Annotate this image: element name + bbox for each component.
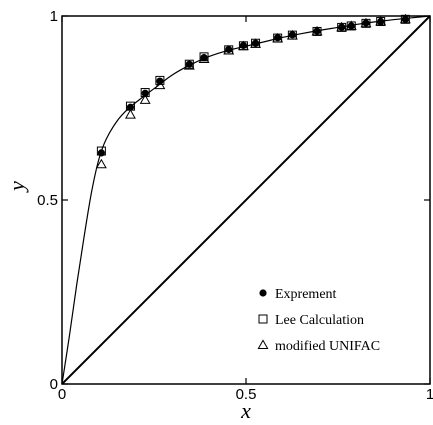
open-triangle-point-3 (154, 79, 166, 90)
y-tick-label-2: 1 (50, 8, 58, 25)
filled-circle-point-4 (185, 60, 193, 68)
x-tick-label-0: 0 (58, 386, 66, 403)
legend-marker-exprement (259, 289, 267, 297)
x-tick-label-1: 0.5 (236, 386, 257, 403)
open-triangle-point-0 (95, 158, 107, 169)
filled-circle-point-5 (200, 53, 208, 62)
filled-circle-point-1 (126, 103, 135, 111)
filled-circle-point-2 (141, 89, 149, 97)
filled-circle-point-7 (239, 41, 248, 50)
filled-circle-point-0 (97, 149, 105, 157)
y-axis-title: y (4, 181, 29, 193)
filled-circle-point-16 (401, 15, 409, 23)
legend-item-modified-unifac: modified UNIFAC (257, 339, 380, 354)
filled-circle-point-15 (377, 17, 385, 26)
legend-label-lee-calculation: Lee Calculation (275, 313, 364, 328)
filled-circle-point-3 (156, 77, 164, 85)
axis-ticks (61, 15, 431, 385)
legend-marker-lee-calculation (258, 314, 268, 324)
open-triangle-point-2 (139, 94, 151, 104)
legend-symbol-2 (257, 339, 269, 349)
y-tick-label-0: 0 (50, 376, 58, 393)
legend-symbol-0 (259, 289, 267, 297)
filled-circle-point-12 (338, 23, 346, 31)
plot-area (61, 13, 431, 385)
y-tick-label-1: 0.5 (37, 192, 58, 209)
tick-labels: 0 0.5 1 0 0.5 1 (37, 8, 433, 403)
data-markers (95, 13, 411, 169)
legend: Exprement Lee Calculation modified UNIFA… (257, 287, 380, 354)
legend-label-modified-unifac: modified UNIFAC (275, 339, 380, 354)
legend-item-lee-calculation: Lee Calculation (258, 313, 364, 328)
x-tick-label-2: 1 (426, 386, 433, 403)
filled-circle-point-13 (347, 22, 355, 30)
filled-circle-point-6 (225, 45, 233, 54)
filled-circle-point-10 (288, 31, 296, 39)
filled-circle-point-9 (274, 34, 282, 42)
diagonal-line (61, 15, 431, 385)
filled-circle-point-11 (313, 27, 321, 35)
legend-item-exprement: Exprement (259, 287, 337, 302)
legend-label-exprement: Exprement (275, 287, 337, 302)
legend-marker-modified-unifac (257, 339, 269, 349)
x-axis-title: x (240, 398, 251, 423)
filled-circle-point-8 (251, 39, 260, 47)
legend-symbol-1 (258, 314, 268, 324)
filled-circle-point-14 (362, 19, 370, 27)
open-triangle-point-1 (124, 109, 136, 119)
